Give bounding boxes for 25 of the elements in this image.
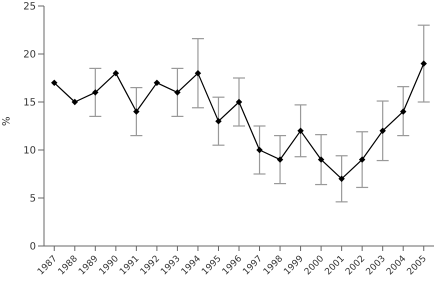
point [256,146,263,154]
point [194,70,202,76]
y-tick-label: 15 [23,98,36,109]
point [379,128,386,134]
y-tick-label: 10 [23,146,36,157]
point [92,89,99,96]
point [133,108,140,115]
point [154,80,160,86]
point [51,80,58,86]
point [420,60,427,67]
point [236,98,242,106]
point [318,156,324,163]
y-axis-title: % [2,116,13,126]
point [215,118,222,124]
y-tick-label: 5 [30,194,36,205]
point [400,108,406,115]
point [276,156,284,163]
point [174,89,181,96]
point [338,176,345,182]
point [358,156,366,163]
point [112,70,120,76]
y-tick-label: 20 [23,50,36,61]
y-tick-label: 25 [23,2,36,13]
y-tick-label: 0 [30,242,36,253]
point [297,128,304,134]
